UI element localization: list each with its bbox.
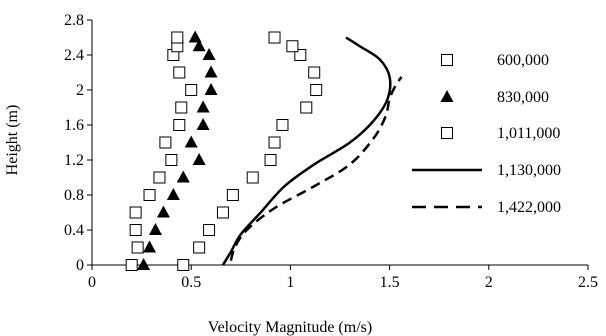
data-point-triangle — [188, 30, 202, 43]
data-point-triangle — [143, 240, 157, 253]
legend-item: 1,011,000 — [441, 125, 560, 142]
x-axis-title: Velocity Magnitude (m/s) — [208, 319, 372, 336]
x-tick-label: 1 — [286, 274, 294, 291]
data-point-square — [143, 189, 156, 201]
data-point-square — [264, 154, 277, 166]
data-point-square — [129, 206, 142, 219]
data-point-square — [159, 136, 172, 149]
x-tick-label: 2.5 — [578, 274, 598, 291]
data-point-triangle — [137, 258, 151, 270]
legend-triangle-marker — [440, 90, 454, 102]
data-point-triangle — [204, 65, 218, 78]
data-point-square — [310, 84, 323, 96]
data-point-square — [246, 171, 259, 184]
legend-label: 1,011,000 — [497, 125, 560, 142]
data-point-triangle — [196, 118, 210, 130]
data-point-square — [125, 259, 138, 271]
x-tick-label: 0.5 — [181, 274, 201, 291]
data-point-triangle — [192, 39, 206, 52]
data-point-square — [153, 171, 166, 184]
data-point-square — [173, 119, 186, 131]
data-point-triangle — [166, 188, 180, 200]
data-point-triangle — [202, 48, 216, 60]
data-point-square — [177, 259, 190, 271]
legend-item: 600,000 — [441, 52, 549, 69]
x-tick-label: 1.5 — [380, 274, 400, 291]
series-line-dashed — [229, 76, 403, 261]
data-point-square — [300, 101, 313, 114]
data-point-square — [308, 66, 321, 79]
y-tick-label: 1.6 — [64, 117, 84, 134]
data-point-triangle — [204, 83, 218, 95]
data-point-triangle — [192, 153, 206, 165]
data-point-triangle — [176, 170, 190, 183]
y-tick-label: 2 — [76, 82, 84, 99]
plot-frame — [91, 20, 588, 266]
y-tick-label: 1.2 — [64, 152, 84, 169]
y-tick-label: 0 — [76, 257, 84, 274]
data-point-square — [203, 224, 216, 236]
series-4 — [221, 36, 392, 266]
series-line-solid — [221, 36, 392, 266]
data-point-square — [129, 224, 142, 236]
data-point-square — [165, 154, 178, 166]
x-tick-label: 2 — [485, 274, 493, 291]
series-5 — [229, 76, 403, 261]
data-marks — [125, 30, 403, 271]
legend-label: 1,422,000 — [497, 199, 561, 216]
data-point-square — [294, 49, 307, 61]
data-point-square — [171, 31, 184, 44]
axis-ticks: 0 0.5 1 1.5 2 2.5 0 0.4 0.8 1.2 1.6 2 2.4 2.8 — [64, 12, 598, 291]
legend-item: 1,130,000 — [412, 162, 561, 179]
data-point-square — [268, 31, 281, 44]
y-tick-label: 2.8 — [64, 12, 84, 29]
y-tick-label: 0.4 — [64, 222, 84, 239]
legend-square-marker — [441, 54, 453, 66]
y-tick-label: 0.8 — [64, 187, 84, 204]
legend-label: 600,000 — [497, 52, 549, 69]
legend: 600,000 830,000 1,011,000 1,130,000 1,422,00… — [412, 52, 561, 216]
y-axis-title: Height (m) — [4, 105, 21, 176]
data-point-square — [131, 241, 144, 254]
legend-label: 830,000 — [497, 89, 549, 106]
data-point-square — [276, 119, 289, 131]
legend-square-marker — [441, 127, 453, 139]
data-point-square — [175, 101, 188, 114]
data-point-square — [216, 206, 229, 219]
x-tick-label: 0 — [88, 274, 96, 291]
data-point-square — [193, 241, 206, 254]
data-point-triangle — [148, 223, 162, 235]
series-3 — [177, 31, 323, 271]
legend-item: 830,000 — [440, 89, 549, 106]
y-tick-label: 2.4 — [64, 47, 84, 64]
data-point-triangle — [196, 100, 210, 113]
data-point-square — [173, 66, 186, 79]
data-point-square — [286, 40, 299, 53]
data-point-square — [226, 189, 239, 201]
legend-item: 1,422,000 — [412, 199, 561, 216]
series-1 — [125, 31, 198, 271]
data-point-square — [268, 136, 281, 149]
series-2 — [137, 30, 218, 270]
data-point-triangle — [156, 205, 170, 218]
data-point-triangle — [184, 135, 198, 148]
data-point-square — [185, 84, 198, 96]
legend-label: 1,130,000 — [497, 162, 561, 179]
